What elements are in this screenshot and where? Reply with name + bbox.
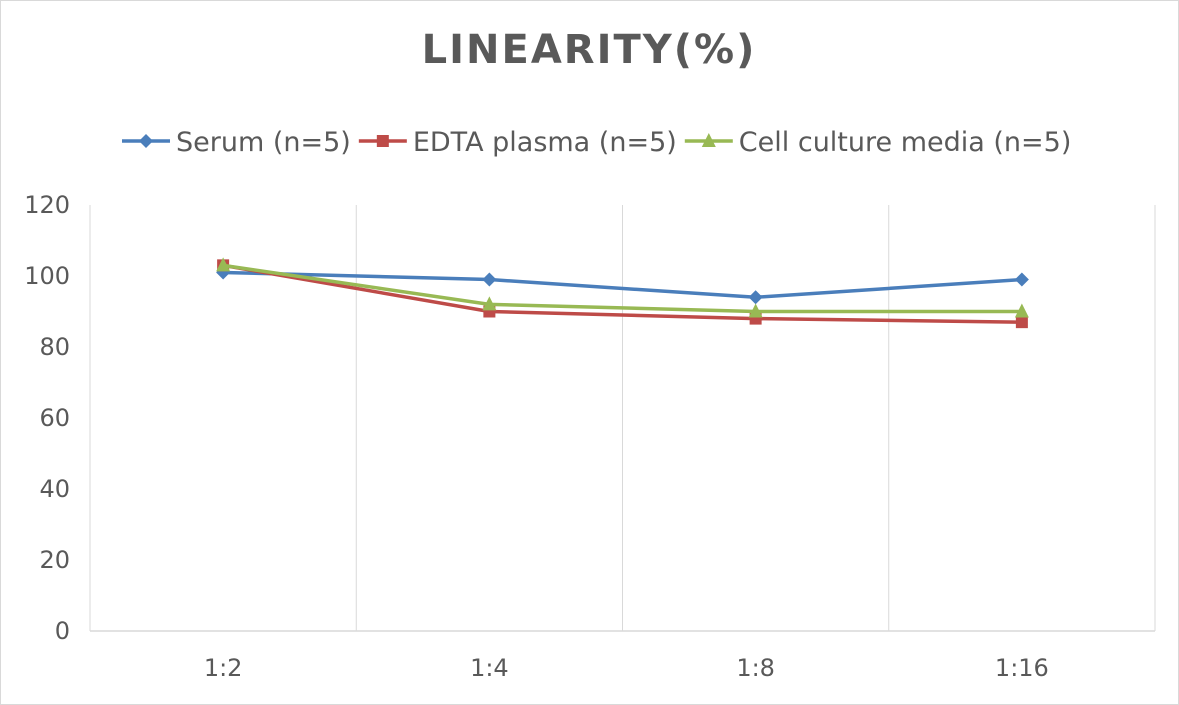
x-tick-label: 1:8 bbox=[736, 654, 775, 682]
series-line bbox=[223, 270, 1022, 300]
x-tick-label: 1:16 bbox=[995, 654, 1049, 682]
data-point bbox=[1014, 303, 1029, 318]
legend-label: EDTA plasma (n=5) bbox=[413, 127, 677, 158]
y-tick-label: 40 bbox=[39, 475, 70, 503]
x-tick-label: 1:2 bbox=[204, 654, 243, 682]
legend-marker bbox=[376, 135, 389, 147]
chart-title: LINEARITY(%) bbox=[422, 27, 757, 73]
series-0 bbox=[223, 270, 1022, 300]
legend-marker bbox=[701, 133, 716, 147]
data-point bbox=[1015, 316, 1028, 329]
data-point bbox=[748, 303, 763, 318]
series-line bbox=[222, 263, 1022, 314]
x-tick-label: 1:4 bbox=[470, 654, 509, 682]
y-tick-label: 20 bbox=[39, 546, 70, 574]
data-point bbox=[482, 296, 497, 311]
data-point bbox=[748, 290, 763, 305]
y-tick-label: 0 bbox=[55, 617, 70, 645]
y-tick-label: 60 bbox=[39, 404, 70, 432]
data-point bbox=[216, 257, 231, 272]
legend-label: Cell culture media (n=5) bbox=[739, 127, 1072, 158]
y-tick-label: 120 bbox=[24, 191, 70, 219]
y-tick-label: 100 bbox=[24, 262, 70, 290]
legend-marker bbox=[139, 134, 153, 148]
series-line bbox=[222, 263, 1022, 324]
legend-label: Serum (n=5) bbox=[176, 127, 351, 158]
series-1 bbox=[222, 263, 1022, 324]
y-tick-label: 80 bbox=[39, 333, 70, 361]
data-point bbox=[482, 272, 497, 287]
series-2 bbox=[222, 263, 1022, 314]
data-point bbox=[1014, 272, 1029, 287]
